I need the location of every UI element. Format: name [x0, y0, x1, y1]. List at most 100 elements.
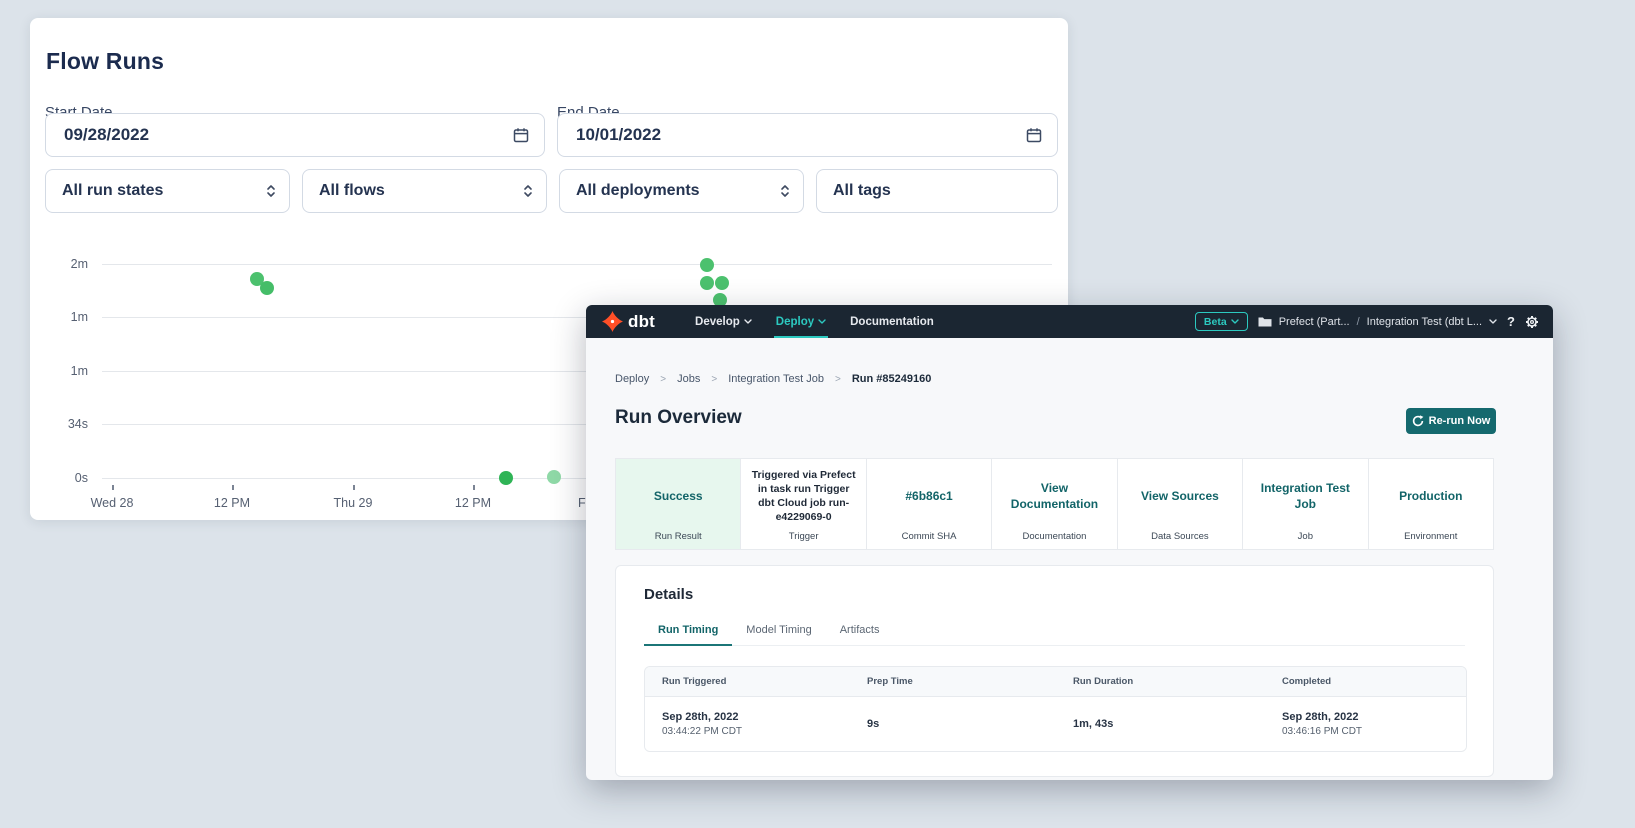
tab-model-timing[interactable]: Model Timing [746, 624, 812, 636]
page-title: Flow Runs [46, 48, 165, 74]
run-states-value: All run states [62, 182, 164, 199]
flow-run-point[interactable] [700, 258, 714, 272]
nav-deploy[interactable]: Deploy [764, 305, 838, 338]
view-sources-card[interactable]: View Sources Data Sources [1118, 459, 1244, 549]
flow-run-point[interactable] [700, 276, 714, 290]
breadcrumb-jobs[interactable]: Jobs [677, 373, 701, 385]
breadcrumb-job-name[interactable]: Integration Test Job [728, 373, 824, 385]
environment-card[interactable]: Production Environment [1399, 488, 1463, 542]
y-axis-tick: 0s [74, 471, 88, 485]
trigger-card: Triggered via Prefect in task run Trigge… [741, 459, 867, 549]
chevron-down-icon [1489, 319, 1497, 324]
view-documentation-card[interactable]: View Documentation Documentation [992, 459, 1118, 549]
run-states-select[interactable]: All run states [45, 169, 290, 213]
col-run-triggered: Run Triggered [662, 676, 727, 687]
gridline [102, 317, 1052, 318]
updown-chevron-icon [779, 183, 791, 199]
run-timing-table: Run Triggered Prep Time Run Duration Com… [644, 666, 1467, 752]
breadcrumb-separator: > [660, 373, 667, 385]
col-prep-time: Prep Time [867, 676, 913, 687]
gridline [102, 424, 1052, 425]
col-completed: Completed [1282, 676, 1332, 687]
details-panel: Details Run Timing Model Timing Artifact… [615, 565, 1494, 777]
end-date-value: 10/01/2022 [576, 125, 662, 144]
tags-select[interactable]: All tags [816, 169, 1058, 213]
updown-chevron-icon [265, 183, 277, 199]
y-axis-tick: 34s [67, 417, 88, 431]
flow-run-point[interactable] [713, 293, 727, 307]
chevron-down-icon [744, 319, 752, 324]
start-date-input[interactable]: 09/28/2022 [45, 113, 545, 157]
nav-develop[interactable]: Develop [683, 305, 764, 338]
nav-documentation[interactable]: Documentation [850, 315, 934, 328]
details-tabs: Run Timing Model Timing Artifacts [644, 618, 1465, 646]
y-axis-tick: 2m [70, 257, 88, 271]
gridline [102, 478, 1052, 479]
cell-run-triggered: Sep 28th, 2022 03:44:22 PM CDT [662, 711, 743, 737]
dbt-logo[interactable]: dbt [602, 311, 655, 332]
flow-run-point[interactable] [260, 281, 274, 295]
gridline [102, 264, 1052, 265]
calendar-icon[interactable] [512, 126, 530, 144]
breadcrumb-deploy[interactable]: Deploy [615, 373, 650, 385]
dbt-logo-text: dbt [628, 311, 656, 331]
x-axis-tick: F [578, 496, 586, 510]
dbt-top-nav: dbt Develop Deploy Documentation Beta Pr… [586, 305, 1553, 338]
path-separator: / [1356, 315, 1360, 328]
cell-run-duration: 1m, 43s [1073, 718, 1114, 730]
flows-value: All flows [319, 182, 385, 199]
flow-run-point[interactable] [250, 272, 264, 286]
run-result-card: Success Run Result [616, 459, 742, 549]
gridline [102, 371, 1052, 372]
y-axis-tick: 1m [70, 364, 88, 378]
dbt-cloud-window: dbt Develop Deploy Documentation Beta Pr… [586, 305, 1553, 780]
x-axis-tick: 12 PM [213, 496, 251, 510]
flow-run-point[interactable] [499, 471, 513, 485]
folder-icon [1258, 317, 1272, 327]
col-run-duration: Run Duration [1073, 676, 1134, 687]
refresh-icon [1412, 415, 1424, 427]
x-axis-tickmark [112, 485, 114, 490]
deployments-select[interactable]: All deployments [559, 169, 804, 213]
breadcrumb-separator: > [835, 373, 841, 385]
beta-dropdown[interactable]: Beta [1194, 312, 1248, 331]
run-summary-cards: Success Run Result Triggered via Prefect… [615, 458, 1494, 550]
tags-value: All tags [833, 182, 891, 199]
tab-run-timing[interactable]: Run Timing [644, 618, 733, 646]
flows-select[interactable]: All flows [302, 169, 547, 213]
start-date-value: 09/28/2022 [64, 125, 150, 144]
dbt-logo-icon [602, 311, 623, 332]
status-badge: Success [653, 488, 703, 503]
x-axis-tickmark [473, 485, 475, 490]
run-overview-title: Run Overview [615, 407, 742, 428]
x-axis-tickmark [353, 485, 355, 490]
table-header-row: Run Triggered Prep Time Run Duration Com… [645, 667, 1466, 697]
flow-runs-window: Flow Runs Start Date 09/28/2022 End Date… [30, 18, 1068, 520]
deployments-value: All deployments [576, 182, 700, 199]
rerun-now-button[interactable]: Re-run Now [1406, 408, 1496, 434]
table-row: Sep 28th, 2022 03:44:22 PM CDT 9s 1m, 43… [645, 697, 1466, 751]
environment-name: Integration Test (dbt L... [1366, 315, 1483, 328]
help-button[interactable]: ? [1507, 314, 1515, 329]
flow-run-point[interactable] [547, 470, 561, 484]
details-title: Details [644, 586, 694, 603]
flow-run-point[interactable] [715, 276, 729, 290]
commit-sha-card[interactable]: #6b86c1 Commit SHA [867, 459, 993, 549]
project-environment-switcher[interactable]: Prefect (Part... / Integration Test (dbt… [1258, 316, 1497, 328]
chevron-down-icon [1230, 319, 1239, 324]
job-card[interactable]: Integration Test Job Job [1243, 459, 1369, 549]
x-axis-tick: Wed 28 [90, 496, 134, 510]
x-axis-tick: Thu 29 [333, 496, 373, 510]
calendar-icon[interactable] [1025, 126, 1043, 144]
x-axis-tickmark [232, 485, 234, 490]
breadcrumb: Deploy > Jobs > Integration Test Job > R… [615, 373, 931, 385]
project-name: Prefect (Part... [1278, 315, 1350, 328]
chevron-down-icon [818, 319, 826, 324]
end-date-input[interactable]: 10/01/2022 [557, 113, 1058, 157]
cell-prep-time: 9s [867, 718, 880, 730]
breadcrumb-separator: > [711, 373, 718, 385]
tab-artifacts[interactable]: Artifacts [839, 624, 880, 636]
x-axis-tick: 12 PM [454, 496, 492, 510]
settings-gear-icon[interactable] [1525, 315, 1539, 329]
y-axis-tick: 1m [70, 310, 88, 324]
